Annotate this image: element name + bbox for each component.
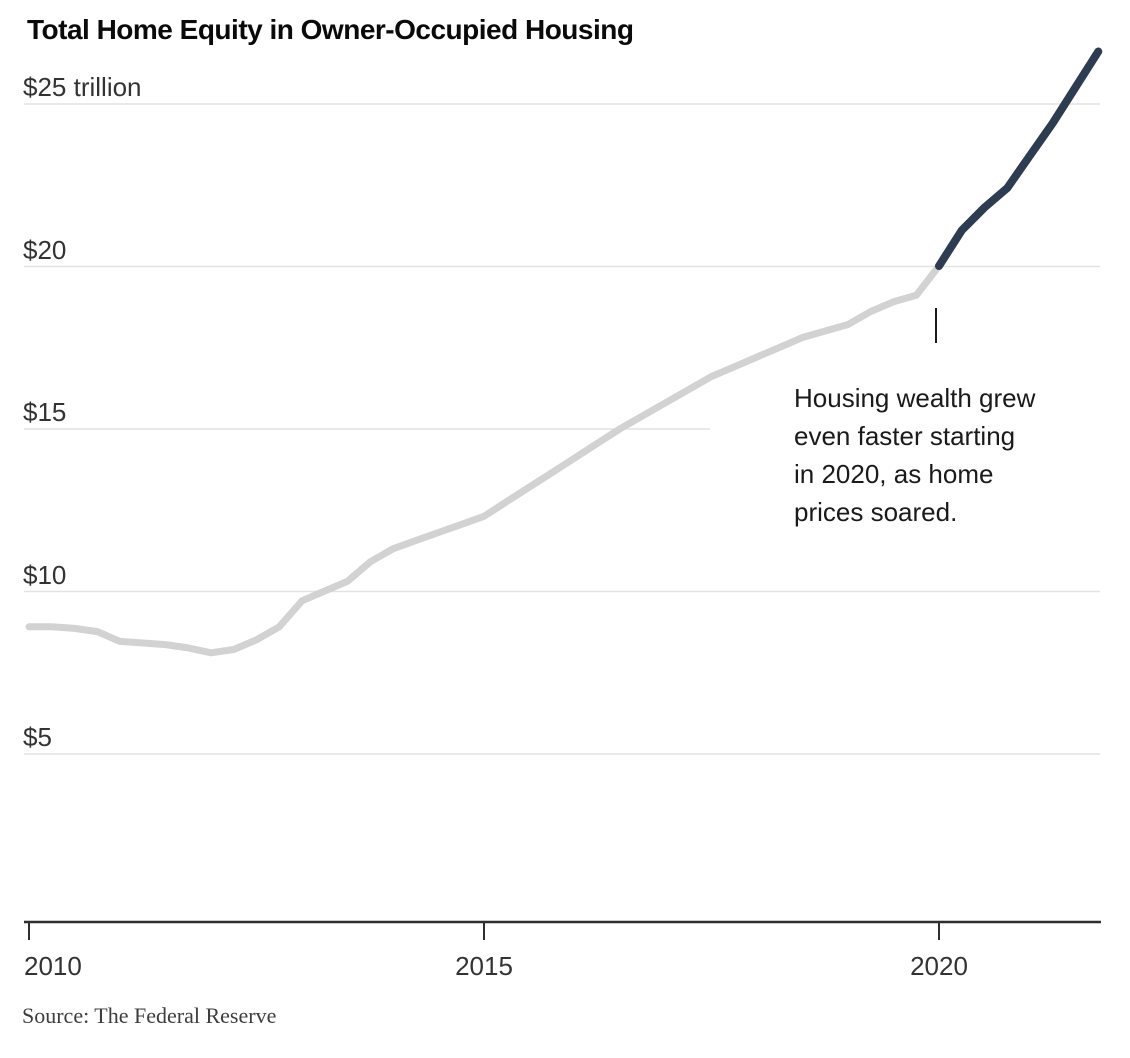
series-line-pre-2020	[25, 262, 943, 657]
x-axis-label-2015: 2015	[455, 951, 513, 981]
y-axis-label-20: $20	[23, 235, 67, 265]
y-axis-label-5: $5	[23, 722, 52, 752]
x-axis-label-2020: 2020	[910, 951, 968, 981]
series-line-highlight-2020-onward	[935, 47, 1103, 270]
y-axis-label-15: $15	[23, 397, 67, 427]
y-axis-label-25-trillion: $25 trillion	[23, 72, 142, 102]
source-attribution: Source: The Federal Reserve	[22, 1003, 277, 1028]
x-axis-label-2010: 2010	[24, 951, 82, 981]
chart-title: Total Home Equity in Owner-Occupied Hous…	[27, 14, 634, 45]
annotation-text: Housing wealth grew even faster starting…	[794, 383, 1036, 527]
y-axis-label-10: $10	[23, 560, 67, 590]
